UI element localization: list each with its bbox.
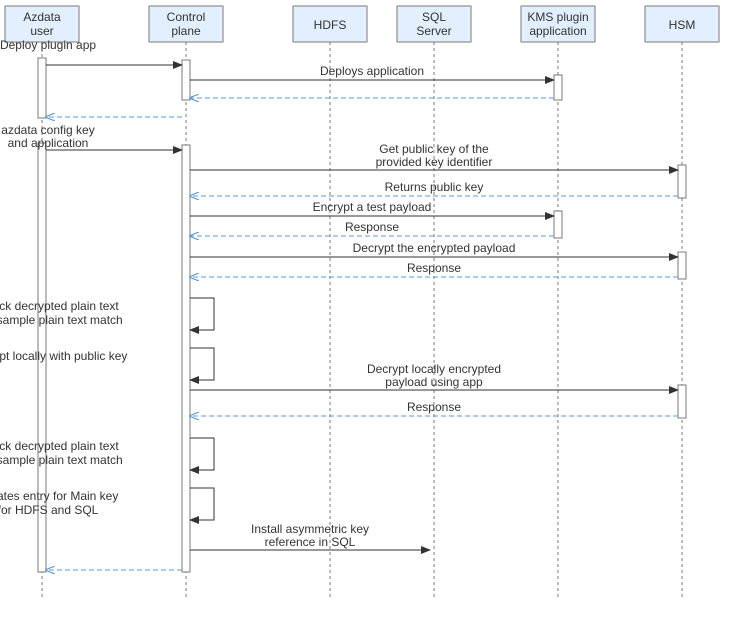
participant-label: Control <box>167 10 206 24</box>
message-label: Encrypt a test payload <box>313 200 432 214</box>
message-label: for HDFS and SQL <box>0 503 99 517</box>
message-label: and application <box>8 136 89 150</box>
message-label: Returns public key <box>385 180 484 194</box>
activation-control <box>182 145 190 572</box>
participant-label: SQL <box>422 10 446 24</box>
participant-label: application <box>529 24 586 38</box>
message-label: Decrypt the encrypted payload <box>353 241 516 255</box>
message-label: Check decrypted plain text <box>0 299 119 313</box>
message-label: Check decrypted plain text <box>0 439 119 453</box>
message-1: Deploys application <box>190 64 554 80</box>
sequence-diagram: Azdatauser Controlplane HDFS SQLServer KMS p… <box>0 0 737 621</box>
message-label: Response <box>407 261 461 275</box>
message-label: provided key identifier <box>376 155 493 169</box>
participant-sql: SQLServer <box>397 6 471 42</box>
participant-kms: KMS pluginapplication <box>521 6 595 42</box>
message-9: Decrypt the encrypted payload <box>190 241 678 257</box>
activation-hsm <box>678 252 686 279</box>
participant-label: HSM <box>669 18 696 32</box>
activation-kms <box>554 211 562 238</box>
participant-control: Controlplane <box>149 6 223 42</box>
participant-label: KMS plugin <box>527 10 588 24</box>
message-13: Decrypt locally encryptedpayload using a… <box>190 362 678 390</box>
message-10: Response <box>190 261 678 277</box>
activation-control <box>182 60 190 100</box>
message-label: Creates entry for Main key <box>0 489 118 503</box>
message-label: Get public key of the <box>379 142 489 156</box>
message-7: Encrypt a test payload <box>190 200 554 216</box>
participant-label: plane <box>171 24 201 38</box>
message-label: Decrypt locally encrypted <box>367 362 501 376</box>
message-label: reference in SQL <box>265 535 356 549</box>
activation-azdata <box>38 58 46 118</box>
message-label: Response <box>407 400 461 414</box>
activation-hsm <box>678 385 686 418</box>
message-label: and sample plain text match <box>0 453 123 467</box>
message-label: Install asymmetric key <box>251 522 369 536</box>
activation-kms <box>554 75 562 100</box>
message-label: payload using app <box>385 375 483 389</box>
message-label: Response <box>345 220 399 234</box>
activation-hsm <box>678 165 686 198</box>
message-6: Returns public key <box>190 180 678 196</box>
message-label: azdata config key <box>1 123 94 137</box>
message-label: Deploy plugin app <box>0 38 96 52</box>
message-8: Response <box>190 220 554 236</box>
message-17: Install asymmetric keyreference in SQL <box>190 522 430 550</box>
participant-label: Azdata <box>23 10 61 24</box>
message-label: Deploys application <box>320 64 424 78</box>
message-4: azdata config keyand application <box>1 123 182 150</box>
participant-label: HDFS <box>314 18 347 32</box>
participant-azdata: Azdatauser <box>5 6 79 42</box>
participant-label: user <box>30 24 53 38</box>
message-label: Encrypt locally with public key <box>0 349 127 363</box>
participant-hdfs: HDFS <box>293 6 367 42</box>
message-label: and sample plain text match <box>0 313 123 327</box>
participant-hsm: HSM <box>645 6 719 42</box>
participant-label: Server <box>416 24 451 38</box>
message-14: Response <box>190 400 678 416</box>
message-5: Get public key of theprovided key identi… <box>190 142 678 170</box>
